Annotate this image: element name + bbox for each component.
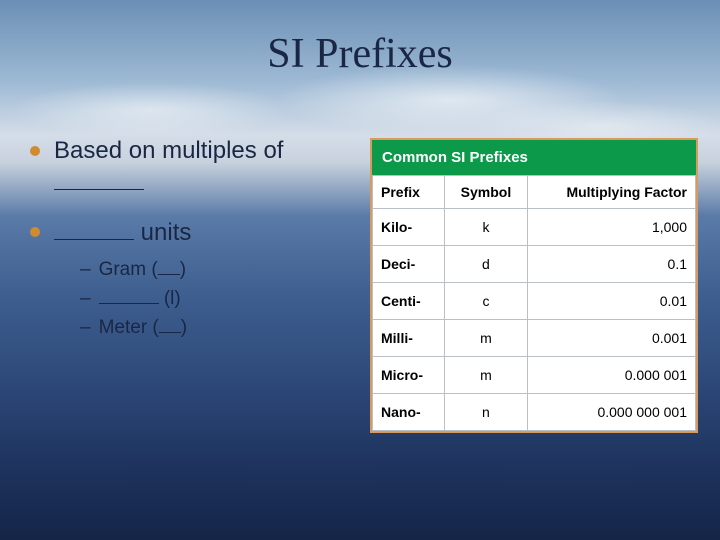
- cell-symbol: d: [445, 246, 528, 283]
- table-row: Nano-n0.000 000 001: [373, 394, 696, 431]
- sub-item-1: – Gram (): [80, 255, 283, 284]
- sub-item-1-text: Gram (): [99, 255, 186, 284]
- bullet-content: Based on multiples of units – Gram () – …: [30, 135, 283, 343]
- sub-item-2: – (l): [80, 284, 283, 313]
- bullet-1-text: Based on multiples of: [54, 135, 283, 198]
- bullet-2-blank: [54, 216, 134, 240]
- col-prefix: Prefix: [373, 176, 445, 209]
- table-row: Deci-d0.1: [373, 246, 696, 283]
- bullet-1-pre: Based on multiples of: [54, 137, 283, 164]
- cell-symbol: n: [445, 394, 528, 431]
- dash-icon: –: [80, 255, 91, 284]
- prefix-table: Prefix Symbol Multiplying Factor Kilo-k1…: [372, 175, 696, 431]
- cell-prefix: Kilo-: [373, 209, 445, 246]
- cell-prefix: Milli-: [373, 320, 445, 357]
- cell-factor: 0.001: [527, 320, 695, 357]
- table-row: Centi-c0.01: [373, 283, 696, 320]
- bullet-dot: [30, 146, 40, 156]
- table-body: Kilo-k1,000Deci-d0.1Centi-c0.01Milli-m0.…: [373, 209, 696, 431]
- table-title: Common SI Prefixes: [372, 140, 696, 175]
- sub-list: – Gram () – (l) – Meter (): [80, 255, 283, 343]
- table-header-row: Prefix Symbol Multiplying Factor: [373, 176, 696, 209]
- dash-icon: –: [80, 284, 91, 313]
- cell-factor: 0.1: [527, 246, 695, 283]
- cell-symbol: k: [445, 209, 528, 246]
- cell-symbol: m: [445, 357, 528, 394]
- bullet-1-blank: [54, 166, 144, 190]
- cell-prefix: Centi-: [373, 283, 445, 320]
- bullet-dot: [30, 227, 40, 237]
- sub-item-2-text: (l): [99, 284, 181, 313]
- bullet-2-post: units: [134, 219, 191, 246]
- slide-title: SI Prefixes: [0, 30, 720, 78]
- bullet-2: units: [30, 216, 283, 248]
- dash-icon: –: [80, 313, 91, 342]
- table-row: Milli-m0.001: [373, 320, 696, 357]
- cell-prefix: Nano-: [373, 394, 445, 431]
- prefix-table-container: Common SI Prefixes Prefix Symbol Multipl…: [370, 138, 698, 433]
- table-row: Micro-m0.000 001: [373, 357, 696, 394]
- bullet-2-text: units: [54, 216, 191, 248]
- table-row: Kilo-k1,000: [373, 209, 696, 246]
- cell-factor: 1,000: [527, 209, 695, 246]
- col-symbol: Symbol: [445, 176, 528, 209]
- cell-factor: 0.000 001: [527, 357, 695, 394]
- sub-item-3: – Meter (): [80, 313, 283, 342]
- cell-factor: 0.01: [527, 283, 695, 320]
- cell-prefix: Micro-: [373, 357, 445, 394]
- cell-prefix: Deci-: [373, 246, 445, 283]
- col-factor: Multiplying Factor: [527, 176, 695, 209]
- cell-factor: 0.000 000 001: [527, 394, 695, 431]
- bullet-1: Based on multiples of: [30, 135, 283, 198]
- cell-symbol: c: [445, 283, 528, 320]
- cell-symbol: m: [445, 320, 528, 357]
- sub-item-3-text: Meter (): [99, 313, 188, 342]
